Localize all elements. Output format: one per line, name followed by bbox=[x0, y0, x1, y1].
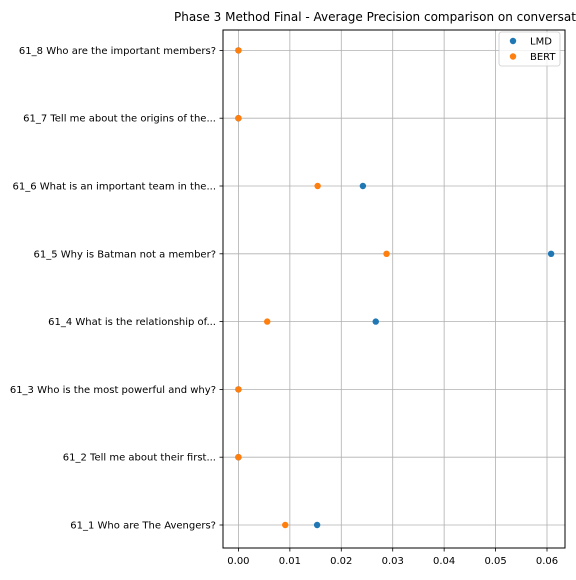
y-tick-label: 61_1 Who are The Avengers? bbox=[70, 521, 216, 532]
bert-point bbox=[383, 250, 390, 257]
bert-point bbox=[282, 521, 289, 529]
x-tick-label: 0.06 bbox=[536, 556, 558, 567]
x-tick-label: 0.03 bbox=[382, 556, 404, 567]
bert-point bbox=[235, 386, 242, 393]
x-tick-label: 0.05 bbox=[484, 556, 506, 567]
x-tick-label: 0.04 bbox=[433, 556, 455, 567]
y-tick-label: 61_7 Tell me about the origins of the... bbox=[23, 114, 216, 125]
grid bbox=[223, 30, 565, 548]
x-tick-label: 0.02 bbox=[330, 556, 352, 567]
x-tick-label: 0.00 bbox=[227, 556, 249, 567]
bert-point bbox=[235, 47, 242, 54]
bert-point bbox=[314, 182, 321, 190]
bert-point bbox=[264, 318, 271, 325]
legend-label-lmd: LMD bbox=[530, 37, 552, 48]
legend-marker-lmd bbox=[509, 37, 517, 45]
bert-point bbox=[235, 454, 242, 461]
y-tick-label: 61_4 What is the relationship of... bbox=[48, 317, 216, 328]
lmd-point bbox=[547, 250, 555, 257]
legend: LMD BERT bbox=[498, 31, 561, 67]
x-tick-label: 0.01 bbox=[279, 556, 301, 567]
lmd-point bbox=[313, 521, 321, 529]
bert-point bbox=[235, 115, 242, 122]
axis-ticks: 0.00 0.01 0.02 0.03 0.04 0.05 0.06 61_1 Who are… bbox=[10, 46, 558, 567]
lmd-point bbox=[359, 182, 367, 190]
y-tick-label: 61_6 What is an important team in the... bbox=[13, 182, 216, 193]
y-tick-label: 61_5 Why is Batman not a member? bbox=[34, 249, 216, 260]
y-tick-label: 61_2 Tell me about their first... bbox=[63, 453, 216, 464]
y-tick-label: 61_8 Who are the important members? bbox=[19, 46, 216, 57]
y-tick-label: 61_3 Who is the most powerful and why? bbox=[10, 385, 216, 396]
legend-label-bert: BERT bbox=[530, 52, 556, 63]
legend-marker-bert bbox=[509, 53, 517, 60]
plot-frame bbox=[222, 29, 566, 549]
chart-title: Phase 3 Method Final - Average Precision… bbox=[174, 10, 576, 24]
data-points bbox=[235, 47, 555, 529]
lmd-point bbox=[372, 318, 379, 325]
